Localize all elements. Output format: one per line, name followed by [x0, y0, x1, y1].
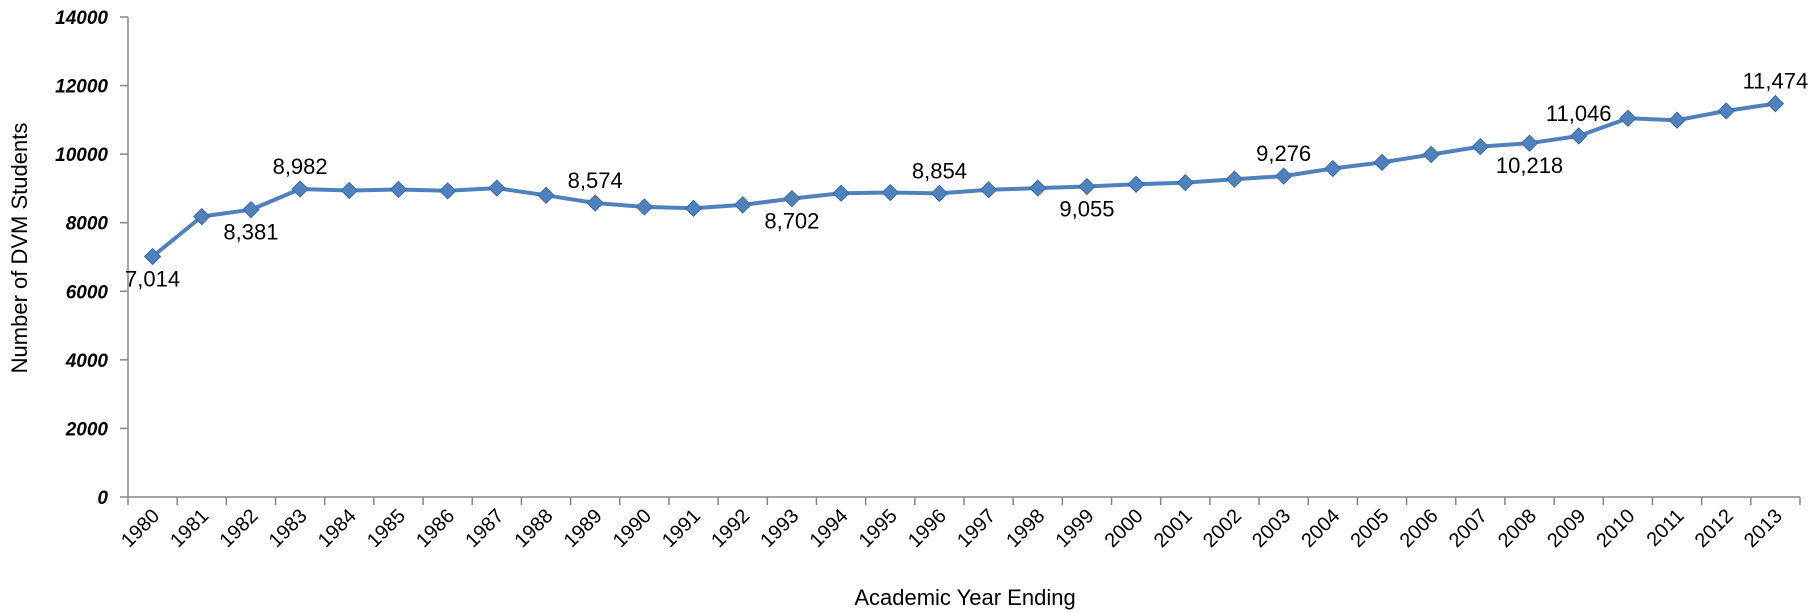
data-point-marker: [635, 198, 654, 216]
y-tick-label: 2000: [65, 419, 109, 440]
x-tick-label: 2008: [1494, 505, 1541, 552]
y-tick-label: 12000: [55, 77, 108, 98]
x-tick-label: 1993: [756, 505, 803, 552]
data-point-marker: [291, 180, 309, 198]
data-label: 10,218: [1496, 153, 1563, 178]
x-tick-label: 1989: [560, 505, 607, 552]
data-point-marker: [1619, 109, 1637, 127]
y-axis: 0 2000 4000 6000 8000 10000 12000 14000: [55, 8, 129, 509]
x-tick-label: 2012: [1691, 505, 1738, 552]
x-tick-label: 1992: [707, 505, 754, 552]
data-point-marker: [1520, 134, 1539, 152]
x-tick-label: 1985: [363, 505, 410, 552]
x-tick-label: 1990: [609, 505, 656, 552]
data-point-marker: [488, 179, 506, 197]
data-point-marker: [389, 180, 408, 199]
x-axis-label: Academic Year Ending: [854, 585, 1075, 610]
data-point-marker: [1324, 159, 1342, 178]
y-tick-label: 14000: [55, 8, 108, 29]
x-tick-label: 2006: [1396, 505, 1443, 552]
series-line-group: [143, 94, 1785, 266]
x-tick-label: 2011: [1643, 505, 1689, 551]
y-tick-label: 4000: [65, 351, 109, 372]
x-axis: 1980 1981 1982 1983 1984 1985 1986 1987 1988 1989…: [117, 496, 1801, 552]
x-tick-label: 1986: [412, 505, 459, 552]
data-point-marker: [684, 199, 703, 218]
x-tick-label: 2004: [1297, 505, 1344, 552]
data-point-marker: [1373, 153, 1391, 172]
data-point-marker: [1274, 167, 1293, 185]
data-point-marker: [1422, 145, 1440, 164]
series-line: [151, 101, 1776, 259]
x-tick-label: 1983: [265, 505, 312, 552]
x-tick-label: 2013: [1740, 505, 1787, 552]
data-label: 9,276: [1256, 141, 1311, 166]
x-tick-label: 1988: [511, 505, 558, 552]
data-label: 8,982: [273, 154, 328, 179]
x-tick-label: 2003: [1248, 505, 1295, 552]
data-point-marker: [881, 183, 899, 202]
x-tick-label: 2009: [1543, 505, 1590, 552]
data-point-marker: [242, 200, 260, 219]
x-tick-label: 1991: [658, 505, 705, 552]
y-axis-label: Number of DVM Students: [7, 123, 32, 374]
data-point-marker: [1029, 179, 1047, 197]
x-tick-label: 1997: [953, 505, 1000, 552]
data-point-marker: [1176, 173, 1195, 192]
x-tick-label: 1987: [461, 505, 508, 552]
data-point-marker: [1668, 111, 1686, 129]
data-point-marker: [193, 207, 211, 226]
data-point-marker: [1471, 137, 1490, 156]
data-point-marker: [733, 196, 752, 214]
y-tick-label: 6000: [66, 282, 109, 303]
data-point-marker: [1078, 177, 1096, 196]
data-point-marker: [340, 181, 359, 200]
data-point-marker: [979, 181, 998, 199]
data-point-marker: [1225, 170, 1244, 188]
x-tick-label: 1995: [855, 505, 902, 552]
x-tick-label: 2005: [1347, 505, 1394, 552]
x-tick-label: 2000: [1101, 505, 1148, 552]
data-label: 11,046: [1546, 101, 1612, 126]
x-tick-label: 2001: [1150, 505, 1197, 552]
x-tick-label: 1999: [1051, 505, 1098, 552]
data-point-marker: [586, 194, 604, 212]
x-tick-label: 2010: [1592, 505, 1639, 552]
x-tick-label: 1998: [1002, 505, 1049, 552]
x-tick-label: 1981: [166, 505, 213, 552]
x-tick-label: 1984: [314, 505, 361, 552]
data-labels: 7,014 8,381 8,982 8,574 8,702 8,854 9,055 9,276…: [125, 69, 1808, 292]
data-label: 11,474: [1743, 69, 1809, 94]
data-label: 8,854: [912, 158, 967, 183]
data-label: 8,381: [223, 220, 278, 245]
data-label: 8,702: [764, 209, 819, 234]
y-tick-label: 8000: [66, 214, 109, 235]
data-point-marker: [537, 186, 555, 204]
data-point-marker: [438, 182, 457, 200]
x-tick-label: 1994: [806, 505, 853, 552]
y-tick-label: 10000: [55, 145, 108, 166]
x-tick-label: 1980: [117, 505, 164, 552]
x-tick-label: 1996: [904, 505, 951, 552]
data-point-marker: [143, 247, 162, 266]
x-tick-label: 2002: [1199, 505, 1246, 552]
x-tick-label: 1982: [215, 505, 262, 552]
data-point-marker: [1717, 102, 1735, 120]
y-tick-label: 0: [97, 488, 108, 509]
data-label: 7,014: [125, 267, 180, 292]
data-point-marker: [930, 184, 949, 203]
data-point-marker: [1766, 94, 1785, 113]
data-label: 9,055: [1059, 197, 1114, 222]
data-point-marker: [832, 184, 850, 202]
data-label: 8,574: [568, 168, 623, 193]
data-point-marker: [1569, 127, 1588, 145]
x-tick-label: 2007: [1445, 505, 1492, 552]
data-point-marker: [1127, 175, 1145, 194]
data-point-marker: [783, 189, 801, 208]
